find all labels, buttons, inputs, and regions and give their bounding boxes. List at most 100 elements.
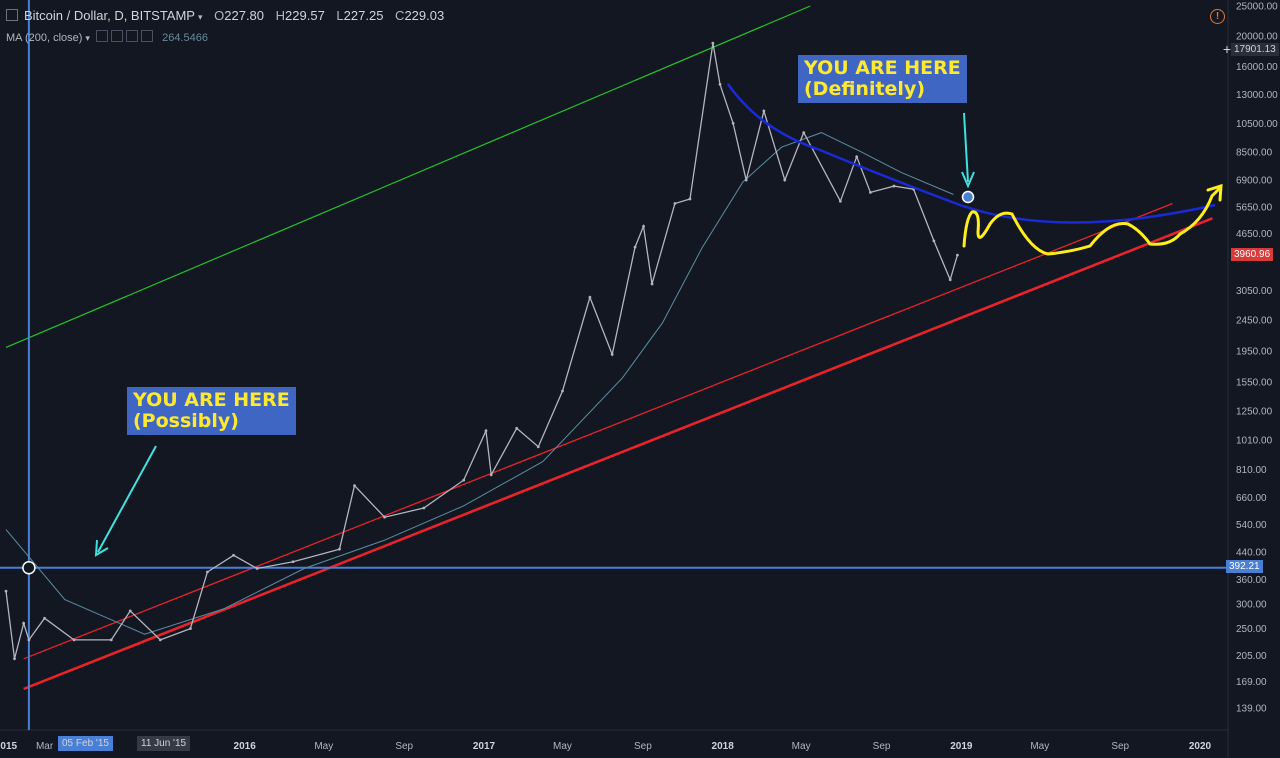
price-point [72, 638, 76, 642]
open-value: 227.80 [224, 8, 265, 23]
price-point [948, 278, 952, 282]
indicator-value: 264.5466 [162, 32, 208, 44]
price-point [255, 567, 259, 570]
price-point [536, 445, 540, 449]
price-tick-label: 660.00 [1236, 493, 1267, 504]
plus-icon[interactable]: + [1222, 41, 1232, 57]
crosshair-marker [22, 560, 36, 575]
time-tick-label: 2020 [1189, 741, 1212, 752]
trend-lines [0, 0, 1228, 730]
indicator-caret-icon[interactable]: ▾ [85, 33, 90, 43]
price-tick-label: 1250.00 [1236, 407, 1273, 418]
time-tick-label: May [1030, 741, 1049, 752]
price-point [484, 429, 488, 433]
indicator-more-icon[interactable] [141, 30, 154, 42]
price-point [4, 589, 8, 593]
price-tick-label: 440.00 [1236, 548, 1267, 559]
time-tick-label: 2016 [234, 741, 257, 752]
target-marker [961, 190, 975, 204]
menu-icon[interactable] [6, 9, 18, 21]
arrow-possibly-head [94, 539, 109, 557]
time-tick-label: 2017 [473, 741, 496, 752]
close-label: C [395, 8, 405, 23]
price-point [462, 478, 466, 482]
price-tick-label: 250.00 [1236, 624, 1267, 635]
high-value: 229.57 [285, 8, 325, 23]
price-tick-label: 139.00 [1236, 704, 1267, 715]
price-point [838, 199, 842, 203]
price-point [892, 184, 896, 188]
open-label: O [214, 8, 225, 23]
series-layer [4, 41, 959, 661]
price-tick-label: 8500.00 [1236, 147, 1273, 158]
price-tick-label: 300.00 [1236, 599, 1267, 610]
price-tick-label: 16000.00 [1236, 62, 1278, 73]
price-axis: 25000.00 20000.00 16000.00 13000.00 10500.00… [1227, 0, 1278, 758]
price-tick-label: 205.00 [1236, 651, 1267, 662]
callout-definitely-line1: YOU ARE HERE [804, 57, 961, 79]
callout-definitely: YOU ARE HERE (Definitely) [798, 55, 967, 103]
time-tick-label: 2015 [0, 741, 18, 752]
price-point [232, 553, 235, 557]
price-tick-label: 3050.00 [1236, 286, 1273, 297]
price-point [744, 178, 748, 182]
price-point [802, 131, 806, 135]
high-label: H [275, 8, 286, 23]
price-tick-label: 20000.00 [1236, 32, 1278, 43]
crosshair-date-tag: 05 Feb '15 [58, 736, 113, 751]
highlight-date-tag: 11 Jun '15 [137, 736, 191, 751]
price-point [422, 506, 426, 510]
symbol-title[interactable]: Bitcoin / Dollar, D, BITSTAMP [24, 8, 195, 23]
price-tick-label: 25000.00 [1236, 2, 1278, 13]
price-point [22, 621, 26, 625]
price-point [869, 190, 872, 194]
high-price-tag: 17901.13 [1231, 43, 1279, 56]
low-label: L [336, 8, 344, 23]
price-tick-label: 1550.00 [1236, 377, 1273, 388]
price-tick-label: 10500.00 [1236, 119, 1278, 130]
price-point [642, 224, 645, 228]
time-tick-label: Sep [1111, 741, 1129, 752]
price-tick-label: 13000.00 [1236, 90, 1278, 101]
price-point [205, 570, 209, 574]
price-point [688, 197, 692, 201]
last-price-tag: 3960.96 [1231, 248, 1274, 261]
price-point [128, 609, 132, 613]
mid-trend-line [23, 202, 1173, 660]
price-point [489, 473, 493, 477]
price-point [711, 41, 715, 45]
drawings [22, 83, 1223, 575]
price-point [783, 178, 787, 182]
price-tick-label: 810.00 [1236, 465, 1267, 476]
price-point [109, 638, 113, 642]
price-tick-label: 5650.00 [1236, 203, 1273, 214]
projection-curve [726, 83, 1216, 224]
callout-possibly-line1: YOU ARE HERE [133, 389, 290, 411]
time-tick-label: 2018 [712, 741, 735, 752]
price-point [158, 638, 162, 642]
ma-line [5, 132, 954, 635]
crosshair-price-tag: 392.21 [1226, 560, 1263, 573]
time-tick-label: 2019 [950, 741, 973, 752]
time-tick-label: Sep [634, 741, 652, 752]
price-point [188, 627, 192, 631]
indicator-visibility-icon[interactable] [96, 30, 109, 42]
indicator-name[interactable]: MA (200, close) [6, 32, 83, 44]
caret-down-icon[interactable]: ▾ [197, 12, 203, 22]
indicator-settings-icon[interactable] [111, 30, 124, 42]
callout-possibly-line2: (Possibly) [133, 410, 239, 432]
symbol-header: Bitcoin / Dollar, D, BITSTAMP ▾ O227.80 H… [6, 8, 444, 23]
indicator-remove-icon[interactable] [126, 30, 139, 42]
warning-icon[interactable]: ! [1210, 9, 1225, 24]
price-point [932, 239, 936, 243]
callout-definitely-line2: (Definitely) [804, 78, 926, 100]
time-tick-label: Sep [395, 741, 413, 752]
time-tick-label: May [553, 741, 572, 752]
price-point [43, 616, 46, 620]
price-point [561, 389, 564, 393]
arrow-possibly [97, 445, 157, 553]
price-tick-label: 6900.00 [1236, 176, 1273, 187]
price-point [633, 245, 637, 249]
indicator-legend[interactable]: MA (200, close) ▾ 264.5466 [6, 30, 208, 44]
